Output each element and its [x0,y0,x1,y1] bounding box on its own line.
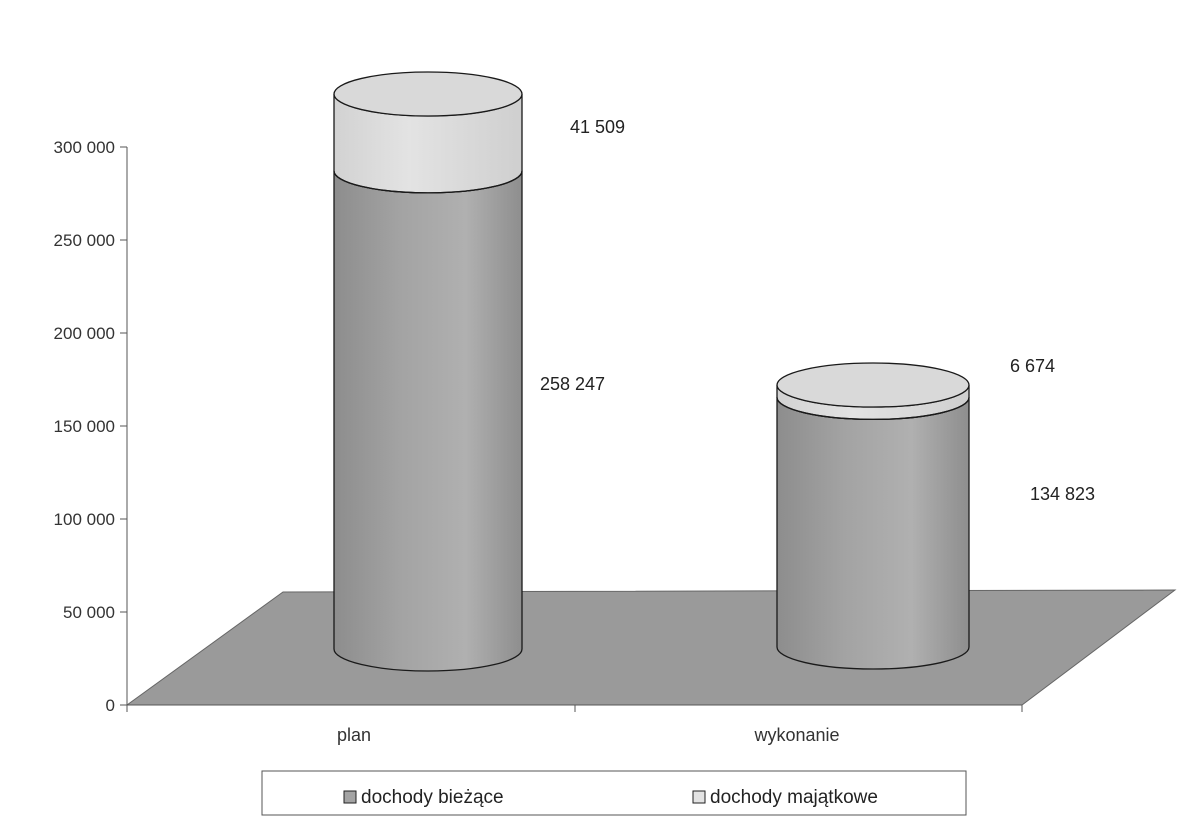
y-tick-label: 200 000 [54,324,115,343]
y-tick-label: 50 000 [63,603,115,622]
data-label-capital: 6 674 [1010,356,1055,376]
data-label-capital: 41 509 [570,117,625,137]
y-axis: 0 50 000 100 000 150 000 200 000 250 000 300 0… [54,138,1023,715]
y-tick-label: 300 000 [54,138,115,157]
legend-swatch [343,790,357,804]
category-label: wykonanie [753,725,839,745]
bar-top-cap-1 [776,362,970,408]
y-tick-label: 150 000 [54,417,115,436]
bar-segment-boundary-1 [776,397,970,421]
bar-segment-boundary-0 [333,170,523,194]
chart-floor [125,589,1177,706]
bar-top-cap-0 [333,71,523,117]
bar-current-1 [776,397,970,670]
legend: dochody bieżące dochody majątkowe [261,770,967,816]
legend-box [261,770,967,816]
legend-label: dochody majątkowe [710,787,878,808]
legend-swatch [692,790,706,804]
data-label-current: 258 247 [540,374,605,394]
category-label: plan [337,725,371,745]
bars-layer [333,71,970,672]
bar-current-0 [333,170,523,672]
legend-label: dochody bieżące [361,787,504,808]
labels-layer: plan wykonanie 258 247 41 509 134 823 6 674 [337,117,1095,745]
y-tick-label: 100 000 [54,510,115,529]
y-tick-label: 250 000 [54,231,115,250]
data-label-current: 134 823 [1030,484,1095,504]
y-tick-label: 0 [106,696,115,715]
chart-floor-layer [125,589,1177,706]
